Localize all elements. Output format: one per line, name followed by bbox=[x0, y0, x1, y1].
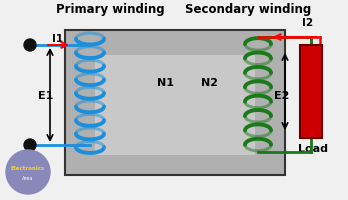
Bar bbox=[65, 31, 285, 175]
Bar bbox=[95, 56, 255, 155]
Bar bbox=[300, 46, 322, 138]
Text: N1: N1 bbox=[157, 78, 174, 88]
Text: Secondary winding: Secondary winding bbox=[185, 2, 311, 15]
Text: Load: Load bbox=[298, 143, 328, 153]
Text: I2: I2 bbox=[302, 18, 314, 28]
Text: N2: N2 bbox=[201, 78, 219, 88]
Text: Electronics: Electronics bbox=[11, 166, 45, 171]
Circle shape bbox=[6, 150, 50, 194]
Text: E2: E2 bbox=[274, 91, 290, 100]
Circle shape bbox=[24, 40, 36, 52]
Text: Primary winding: Primary winding bbox=[56, 2, 164, 15]
Text: electronicsarea.com: electronicsarea.com bbox=[103, 94, 245, 107]
Text: E1: E1 bbox=[38, 91, 54, 100]
Circle shape bbox=[24, 139, 36, 151]
Text: Area: Area bbox=[22, 176, 34, 181]
Text: I1: I1 bbox=[53, 34, 64, 44]
